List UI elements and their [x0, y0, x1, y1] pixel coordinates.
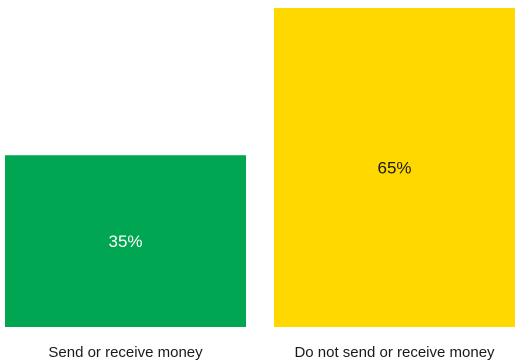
- bar-do-not-send-or-receive: [274, 8, 515, 327]
- category-label: Do not send or receive money: [294, 344, 495, 361]
- bars-group: [5, 8, 515, 327]
- category-label: Send or receive money: [48, 344, 203, 361]
- bar-value-label: 35%: [108, 232, 142, 251]
- category-labels-group: Send or receive money Do not send or rece…: [48, 344, 495, 361]
- bar-send-or-receive: [5, 155, 246, 327]
- bar-value-label: 65%: [377, 159, 411, 178]
- value-labels-group: 35% 65%: [108, 159, 411, 252]
